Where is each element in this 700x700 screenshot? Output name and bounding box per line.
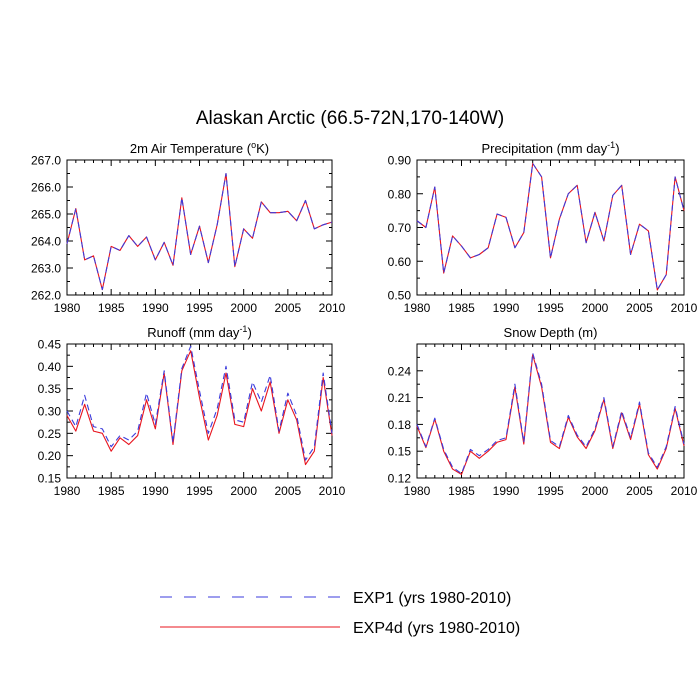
chart-panel-temperature: 2m Air Temperature (oK) 1980 1985 1990 1995 2… — [31, 140, 346, 315]
x-tick-label: 1980 — [404, 301, 431, 315]
panels: 2m Air Temperature (oK) 1980 1985 1990 1995 2… — [31, 140, 698, 498]
x-tick-label: 2000 — [230, 301, 257, 315]
panel-title-snow-depth: Snow Depth (m) — [504, 325, 598, 340]
x-tick-label: 1990 — [142, 484, 169, 498]
x-tick-label: 2010 — [671, 301, 698, 315]
panel-title-temperature: 2m Air Temperature (oK) — [130, 140, 269, 156]
x-tick-label: 1990 — [493, 484, 520, 498]
series-line-exp4d-runoff — [66, 350, 333, 466]
y-tick-label: 0.45 — [38, 338, 62, 352]
series-line-exp4d-precipitation — [416, 162, 685, 291]
x-tick-label: 2010 — [671, 484, 698, 498]
x-tick-label: 1990 — [142, 301, 169, 315]
x-tick-label: 2005 — [626, 484, 653, 498]
series-line-exp1-runoff — [66, 345, 333, 461]
legend: EXP1 (yrs 1980-2010) EXP4d (yrs 1980-201… — [160, 590, 520, 637]
y-tick-label: 0.20 — [38, 449, 62, 463]
x-tick-label: 1995 — [186, 301, 213, 315]
y-tick-label: 266.0 — [31, 181, 61, 195]
y-tick-label: 0.90 — [388, 154, 412, 168]
series-line-exp1-snow-depth — [416, 352, 685, 475]
y-tick-label: 0.12 — [388, 472, 412, 486]
chart-panel-precipitation: Precipitation (mm day-1) 1980 1985 1990 1995… — [388, 140, 698, 315]
x-tick-label: 2000 — [230, 484, 257, 498]
y-tick-label: 0.15 — [388, 445, 412, 459]
y-tick-label: 265.0 — [31, 208, 61, 222]
x-tick-label: 2005 — [626, 301, 653, 315]
y-tick-label: 263.0 — [31, 262, 61, 276]
x-tick-label: 1995 — [186, 484, 213, 498]
panel-title-runoff: Runoff (mm day-1) — [147, 324, 252, 340]
y-tick-label: 267.0 — [31, 154, 61, 168]
series-line-exp4d-temperature — [66, 172, 333, 291]
x-tick-label: 2005 — [274, 484, 301, 498]
x-tick-label: 1980 — [54, 484, 81, 498]
legend-label-exp4d: EXP4d (yrs 1980-2010) — [353, 620, 520, 637]
x-tick-label: 1995 — [537, 301, 564, 315]
figure-title: Alaskan Arctic (66.5-72N,170-140W) — [196, 108, 504, 129]
x-tick-label: 1985 — [98, 484, 125, 498]
y-tick-label: 0.35 — [38, 382, 62, 396]
y-tick-label: 0.60 — [388, 255, 412, 269]
y-tick-label: 0.30 — [38, 405, 62, 419]
x-tick-label: 1985 — [448, 484, 475, 498]
x-tick-label: 1990 — [493, 301, 520, 315]
y-tick-label: 264.0 — [31, 235, 61, 249]
x-tick-label: 2005 — [274, 301, 301, 315]
y-tick-label: 0.25 — [38, 427, 62, 441]
chart-panel-runoff: Runoff (mm day-1) 1980 1985 1990 1995 2000 200… — [38, 324, 346, 498]
x-tick-label: 1985 — [98, 301, 125, 315]
plot-frame-snow-depth — [416, 343, 685, 479]
chart-panel-snow-depth: Snow Depth (m) 1980 1985 1990 1995 2000 2005 20… — [388, 325, 698, 498]
y-tick-label: 0.21 — [388, 391, 412, 405]
panel-title-precipitation: Precipitation (mm day-1) — [481, 140, 619, 156]
x-tick-label: 1980 — [54, 301, 81, 315]
series-line-exp1-temperature — [66, 172, 333, 291]
x-tick-label: 1995 — [537, 484, 564, 498]
y-tick-label: 0.50 — [388, 289, 412, 303]
x-tick-label: 1980 — [404, 484, 431, 498]
y-tick-label: 0.15 — [38, 472, 62, 486]
x-tick-label: 2000 — [582, 301, 609, 315]
x-tick-label: 2010 — [319, 484, 346, 498]
y-tick-label: 0.70 — [388, 221, 412, 235]
x-tick-label: 1985 — [448, 301, 475, 315]
y-tick-label: 0.40 — [38, 360, 62, 374]
series-line-exp4d-snow-depth — [416, 354, 685, 475]
x-tick-label: 2010 — [319, 301, 346, 315]
series-line-exp1-precipitation — [416, 162, 685, 291]
y-tick-label: 0.80 — [388, 187, 412, 201]
y-tick-label: 0.24 — [388, 364, 412, 378]
y-tick-label: 262.0 — [31, 289, 61, 303]
y-tick-label: 0.18 — [388, 418, 412, 432]
x-tick-label: 2000 — [582, 484, 609, 498]
legend-label-exp1: EXP1 (yrs 1980-2010) — [353, 590, 511, 607]
